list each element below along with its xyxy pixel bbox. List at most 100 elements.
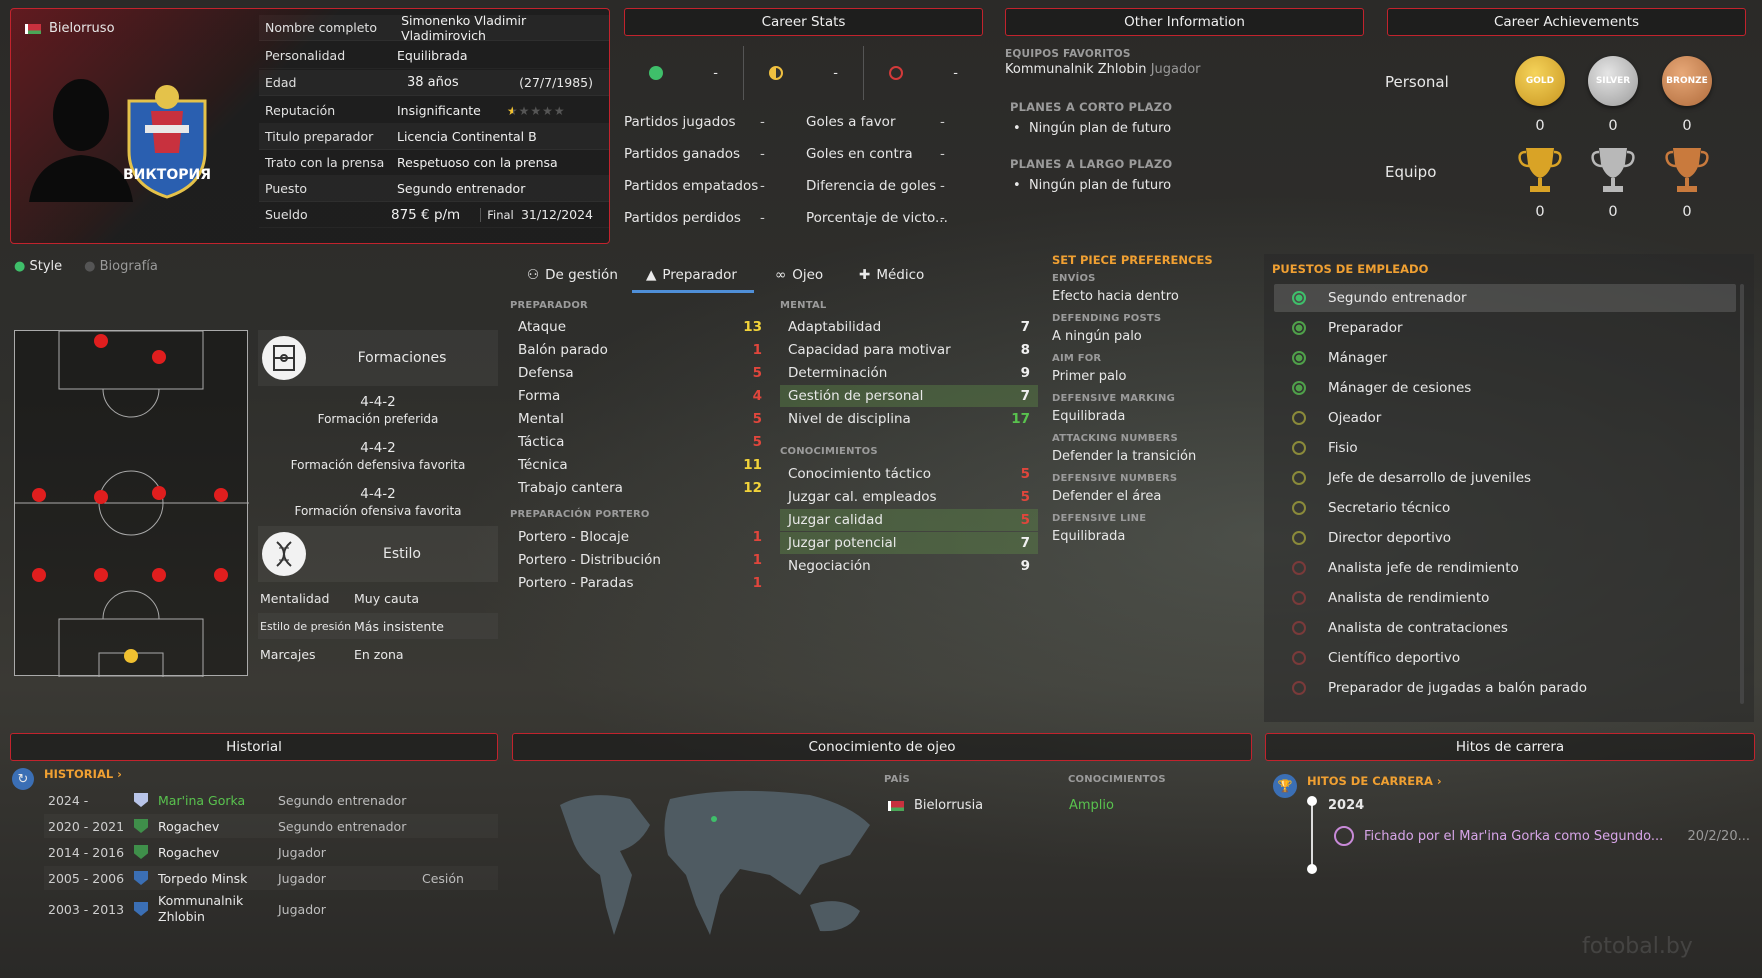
- tab-bio[interactable]: ● Biografía: [84, 259, 158, 274]
- formation-value: 4-4-2: [360, 440, 396, 456]
- profile-card: Bielorruso ВИКТОРИЯ Nombre completo Simon…: [10, 8, 610, 244]
- tab-medical[interactable]: ✚ Médico: [859, 267, 925, 283]
- history-club[interactable]: Rogachev: [158, 818, 220, 834]
- career-stats-title: Career Stats: [624, 8, 983, 36]
- short-plans-label: PLANES A CORTO PLAZO: [1010, 100, 1173, 114]
- profile-value[interactable]: Segundo entrenador: [397, 181, 526, 196]
- attribute-row: Portero - Paradas 1: [510, 572, 770, 594]
- stat-value: -: [760, 146, 765, 162]
- role-suitability-icon: [1292, 381, 1306, 395]
- gk-header: PREPARACIÓN PORTERO: [510, 509, 650, 520]
- attribute-value: 5: [752, 434, 762, 450]
- history-club[interactable]: Mar'ina Gorka: [158, 792, 246, 808]
- formation-label: Formación ofensiva favorita: [294, 504, 462, 518]
- achievements-title: Career Achievements: [1387, 8, 1746, 36]
- team-count: 0: [1682, 204, 1692, 220]
- milestone-item[interactable]: Fichado por el Mar'ina Gorka como Segund…: [1334, 825, 1750, 847]
- scouting-country[interactable]: Bielorrusia: [888, 798, 983, 813]
- attribute-label: Portero - Blocaje: [518, 529, 630, 545]
- attribute-label: Nivel de disciplina: [788, 411, 911, 427]
- role-suitability-icon: [1292, 471, 1306, 485]
- fav-team-name[interactable]: Kommunalnik Zhlobin: [1005, 62, 1147, 77]
- staff-role-item[interactable]: Preparador: [1274, 314, 1736, 342]
- profile-value: Simonenko Vladimir Vladimirovich: [401, 12, 527, 43]
- formation-label: Formación preferida: [317, 412, 439, 426]
- staff-silhouette-icon: [29, 79, 133, 202]
- profile-value: 875 € p/m: [391, 206, 461, 223]
- attribute-label: Juzgar potencial: [788, 535, 897, 551]
- estilo-row: Marcajes En zona: [260, 646, 404, 662]
- positions-scrollbar[interactable]: [1740, 284, 1744, 704]
- tab-style[interactable]: ● Style: [14, 259, 63, 274]
- attribute-row: Juzgar cal. empleados 5: [780, 486, 1038, 508]
- staff-role-item[interactable]: Jefe de desarrollo de juveniles: [1274, 464, 1736, 492]
- staff-role-item[interactable]: Mánager de cesiones: [1274, 374, 1736, 402]
- milestones-link[interactable]: HITOS DE CARRERA ›: [1307, 774, 1442, 788]
- profile-row: Trato con la prensa Respetuoso con la pre…: [259, 150, 609, 176]
- attribute-label: Trabajo cantera: [518, 480, 623, 496]
- attribute-label: Adaptabilidad: [788, 319, 882, 335]
- history-club[interactable]: Rogachev: [158, 844, 220, 860]
- formation-pitch: [14, 330, 249, 678]
- medal-silver-icon: SILVER: [1588, 56, 1638, 106]
- staff-role-item[interactable]: Analista de rendimiento: [1274, 584, 1736, 612]
- profile-value[interactable]: Licencia Continental B: [397, 129, 537, 144]
- staff-role-item[interactable]: Secretario técnico: [1274, 494, 1736, 522]
- attribute-label: Juzgar cal. empleados: [788, 489, 937, 505]
- team-count: 0: [1535, 204, 1545, 220]
- win-dot-icon: [649, 66, 664, 80]
- staff-role-item[interactable]: Ojeador: [1274, 404, 1736, 432]
- attribute-value: 4: [752, 388, 762, 404]
- staff-role-item[interactable]: Director deportivo: [1274, 524, 1736, 552]
- set-piece-label: AIM FOR: [1052, 353, 1102, 364]
- staff-role-item[interactable]: Mánager: [1274, 344, 1736, 372]
- profile-value[interactable]: Equilibrada: [397, 48, 468, 63]
- profile-row: Edad 38 años (27/7/1985): [259, 70, 609, 96]
- attribute-value: 7: [1020, 319, 1030, 335]
- attribute-value: 9: [1020, 558, 1030, 574]
- staff-role-item[interactable]: Segundo entrenador: [1274, 284, 1736, 312]
- role-suitability-icon: [1292, 291, 1306, 305]
- attribute-row: Negociación 9: [780, 555, 1038, 577]
- historial-link[interactable]: HISTORIAL ›: [44, 767, 122, 781]
- player-marker: [214, 568, 228, 582]
- tab-coach[interactable]: ▲ Preparador: [646, 267, 737, 283]
- attribute-row: Juzgar potencial 7: [780, 532, 1038, 554]
- stat-value: -: [940, 210, 945, 226]
- attribute-label: Defensa: [518, 365, 574, 381]
- staff-role-item[interactable]: Preparador de jugadas a balón parado: [1274, 674, 1736, 702]
- tab-scouting[interactable]: ∞ Ojeo: [775, 267, 824, 283]
- staff-role-item[interactable]: Analista jefe de rendimiento: [1274, 554, 1736, 582]
- reputation-stars: ★★★★★: [507, 104, 566, 118]
- profile-key: Trato con la prensa: [265, 155, 385, 170]
- profile-value: Respetuoso con la prensa: [397, 155, 558, 170]
- attribute-label: Forma: [518, 388, 561, 404]
- formation-value: 4-4-2: [360, 394, 396, 410]
- profile-row: Titulo preparador Licencia Continental B: [259, 124, 609, 150]
- history-club[interactable]: Torpedo Minsk: [158, 870, 248, 886]
- staff-role-item[interactable]: Científico deportivo: [1274, 644, 1736, 672]
- set-piece-label: DEFENSIVE MARKING: [1052, 393, 1175, 404]
- positions-title: PUESTOS DE EMPLEADO: [1272, 262, 1429, 276]
- attribute-row: Determinación 9: [780, 362, 1038, 384]
- staff-role-item[interactable]: Fisio: [1274, 434, 1736, 462]
- attribute-label: Balón parado: [518, 342, 608, 358]
- player-marker: [94, 334, 108, 348]
- stat-value: -: [940, 178, 945, 194]
- history-club[interactable]: Kommunalnik Zhlobin: [158, 893, 244, 924]
- attribute-row: Balón parado 1: [510, 339, 770, 361]
- staff-role-item[interactable]: Analista de contrataciones: [1274, 614, 1736, 642]
- role-suitability-icon: [1292, 651, 1306, 665]
- attribute-label: Capacidad para motivar: [788, 342, 951, 358]
- stat-label: Goles en contra: [806, 146, 913, 162]
- star-icon: ★: [530, 103, 543, 118]
- tab-management[interactable]: ⚇ De gestión: [527, 267, 618, 283]
- club-crest-icon: [134, 871, 148, 885]
- history-row: 2020 - 2021 Rogachev Segundo entrenador: [44, 814, 498, 838]
- binoculars-icon: ∞: [775, 267, 787, 283]
- knowledge-header: CONOCIMIENTOS: [780, 446, 878, 457]
- profile-row: Personalidad Equilibrada: [259, 43, 609, 69]
- formations-header: Formaciones: [258, 330, 498, 386]
- attribute-value: 1: [752, 342, 762, 358]
- stat-value: -: [940, 114, 945, 130]
